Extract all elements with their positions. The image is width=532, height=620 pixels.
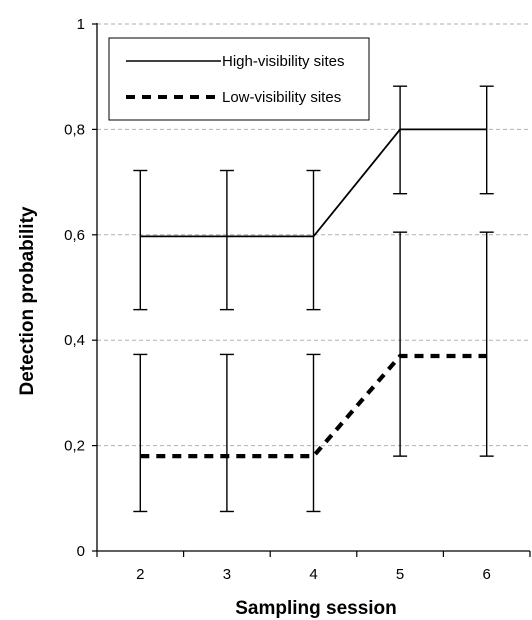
legend-label-low: Low-visibility sites <box>222 89 341 106</box>
y-axis-ticks: 0 0,2 0,4 0,6 0,8 1 <box>64 16 97 560</box>
y-axis-title: Detection probability <box>17 206 38 395</box>
legend-label-high: High-visibility sites <box>222 53 345 70</box>
x-tick-label-3: 5 <box>396 566 404 583</box>
x-tick-label-2: 4 <box>309 566 317 583</box>
y-tick-label-4: 0,8 <box>64 121 85 138</box>
y-tick-label-1: 0,2 <box>64 438 85 455</box>
x-tick-label-0: 2 <box>136 566 144 583</box>
x-axis-ticks: 2 3 4 5 6 <box>96 551 531 583</box>
x-tick-label-4: 6 <box>483 566 491 583</box>
axes <box>96 23 530 552</box>
y-tick-label-3: 0,6 <box>64 227 85 244</box>
legend-box <box>108 37 370 121</box>
x-axis-title: Sampling session <box>235 598 397 619</box>
y-tick-label-5: 1 <box>77 16 85 33</box>
legend: High-visibility sites Low-visibility sit… <box>108 37 370 121</box>
y-tick-label-2: 0,4 <box>64 332 85 349</box>
y-tick-label-0: 0 <box>77 543 85 560</box>
series-line-0 <box>140 128 487 238</box>
series-layer <box>133 85 494 513</box>
x-tick-label-1: 3 <box>223 566 231 583</box>
